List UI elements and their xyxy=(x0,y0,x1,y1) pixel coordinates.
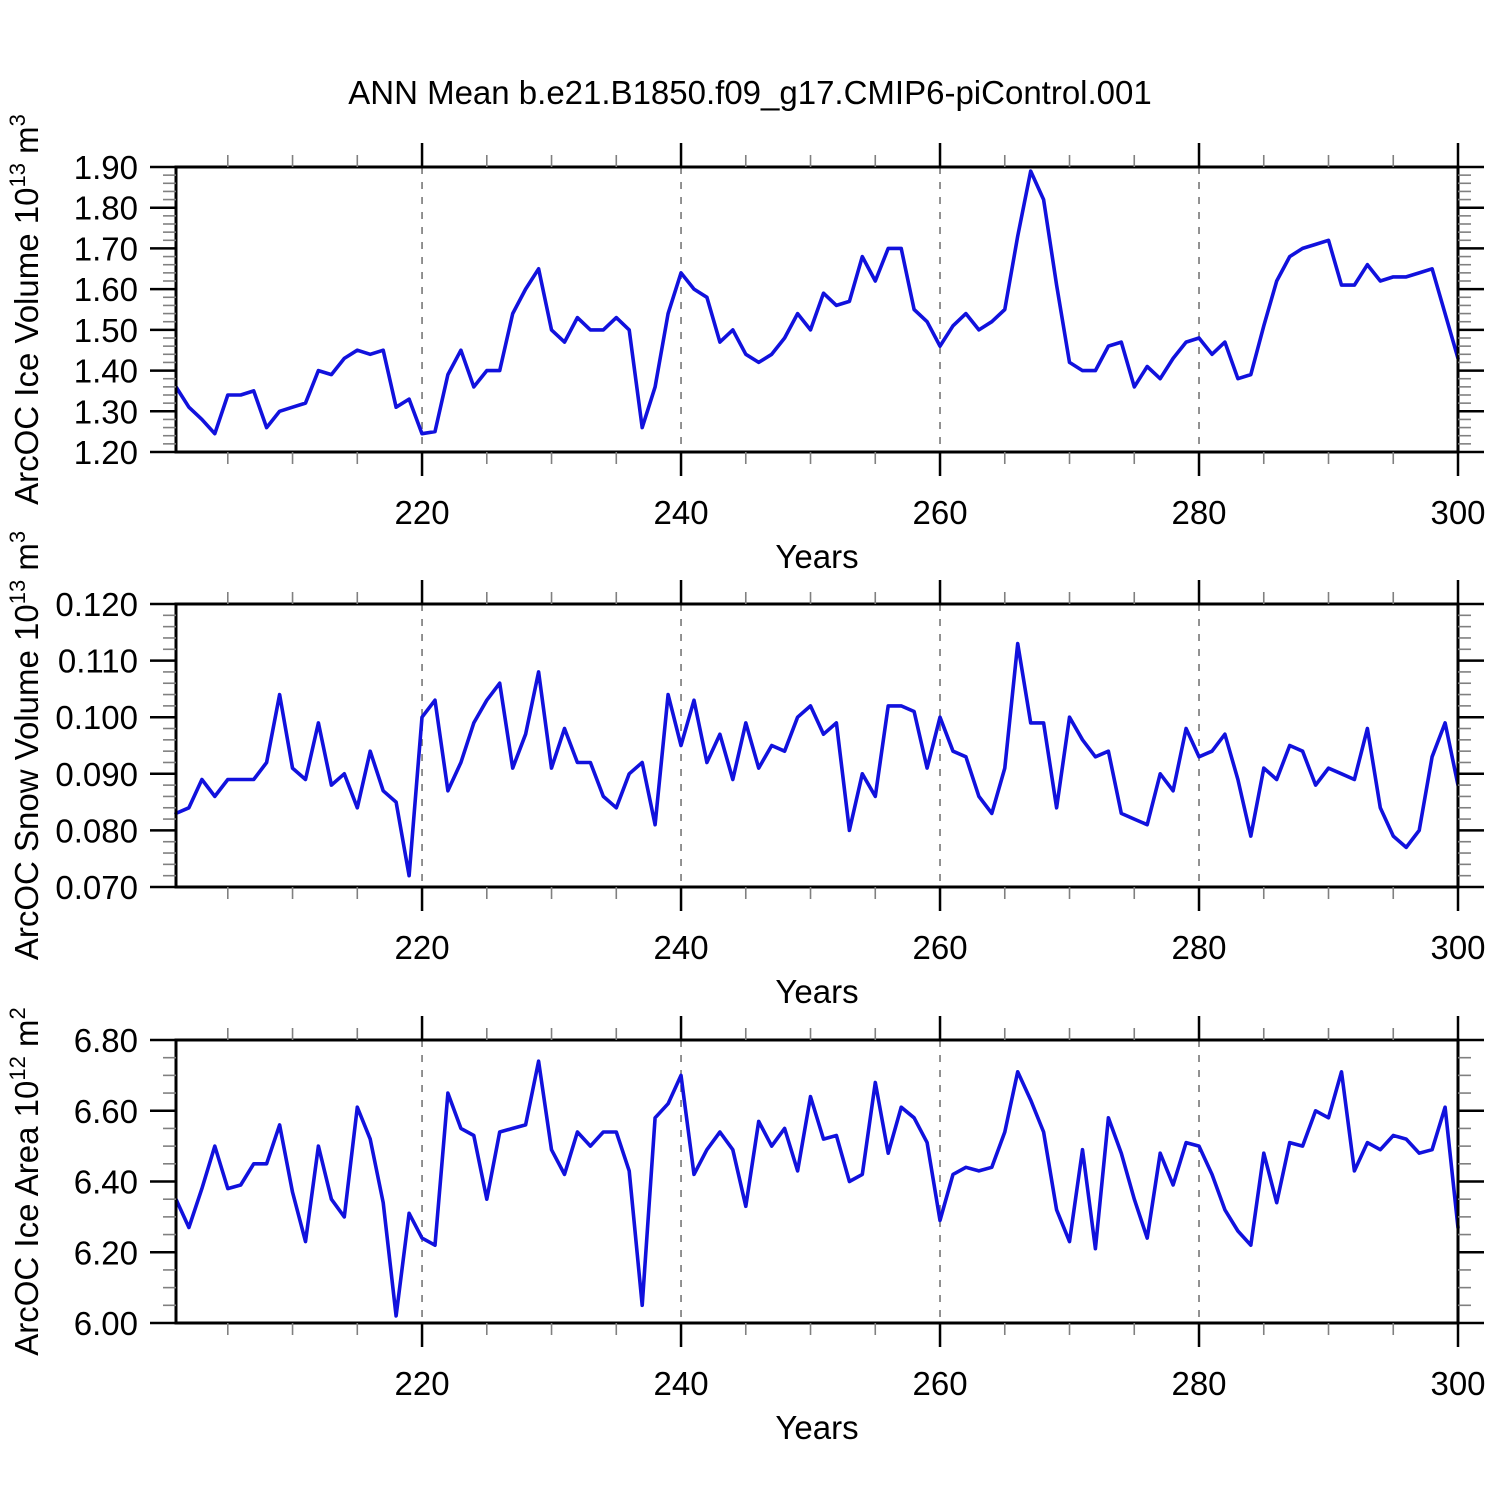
y-tick-label: 1.40 xyxy=(74,353,138,390)
x-tick-label: 260 xyxy=(912,929,967,966)
x-tick-label: 280 xyxy=(1171,494,1226,531)
panel-3-y-axis-title: ArcOC Ice Area 1012 m2 xyxy=(5,1007,45,1356)
x-tick-label: 300 xyxy=(1430,929,1485,966)
panel-1-y-axis-title: ArcOC Ice Volume 1013 m3 xyxy=(5,114,45,505)
x-tick-label: 260 xyxy=(912,1365,967,1402)
y-tick-label: 6.00 xyxy=(74,1305,138,1342)
x-tick-label: 260 xyxy=(912,494,967,531)
panel-1-data-line xyxy=(174,169,1460,436)
y-tick-label: 1.80 xyxy=(74,190,138,227)
x-tick-label: 240 xyxy=(653,929,708,966)
y-tick-label: 0.110 xyxy=(58,643,138,680)
panel-2-data-line xyxy=(174,641,1460,878)
x-axis-title: Years xyxy=(775,538,858,575)
y-tick-label: 0.120 xyxy=(55,586,138,623)
x-tick-label: 300 xyxy=(1430,1365,1485,1402)
x-tick-label: 220 xyxy=(395,494,450,531)
panel-3-frame xyxy=(174,1038,1460,1325)
y-tick-label: 6.60 xyxy=(74,1093,138,1130)
x-tick-label: 220 xyxy=(395,1365,450,1402)
y-tick-label: 0.090 xyxy=(55,756,138,793)
panel-2-frame xyxy=(174,602,1460,889)
x-tick-label: 240 xyxy=(653,1365,708,1402)
x-tick-label: 280 xyxy=(1171,929,1226,966)
x-axis-title: Years xyxy=(775,973,858,1010)
x-tick-label: 280 xyxy=(1171,1365,1226,1402)
y-tick-label: 1.70 xyxy=(74,230,138,267)
y-tick-label: 0.100 xyxy=(55,699,138,736)
y-tick-label: 1.90 xyxy=(74,149,138,186)
panel-3-data-line xyxy=(174,1059,1460,1318)
x-tick-label: 220 xyxy=(395,929,450,966)
x-tick-label: 300 xyxy=(1430,494,1485,531)
figure-title: ANN Mean b.e21.B1850.f09_g17.CMIP6-piCon… xyxy=(348,74,1152,111)
y-tick-label: 6.20 xyxy=(74,1234,138,1271)
y-tick-label: 0.070 xyxy=(55,869,138,906)
panel-1-frame xyxy=(174,165,1460,454)
panel-2-y-axis-title: ArcOC Snow Volume 1013 m3 xyxy=(5,531,45,960)
x-axis-title: Years xyxy=(775,1409,858,1446)
y-tick-label: 1.60 xyxy=(74,271,138,308)
x-tick-label: 240 xyxy=(653,494,708,531)
y-tick-label: 1.30 xyxy=(74,393,138,430)
y-tick-label: 6.40 xyxy=(74,1164,138,1201)
y-tick-label: 6.80 xyxy=(74,1022,138,1059)
y-tick-label: 1.20 xyxy=(74,434,138,471)
y-tick-label: 1.50 xyxy=(74,312,138,349)
y-tick-label: 0.080 xyxy=(55,812,138,849)
